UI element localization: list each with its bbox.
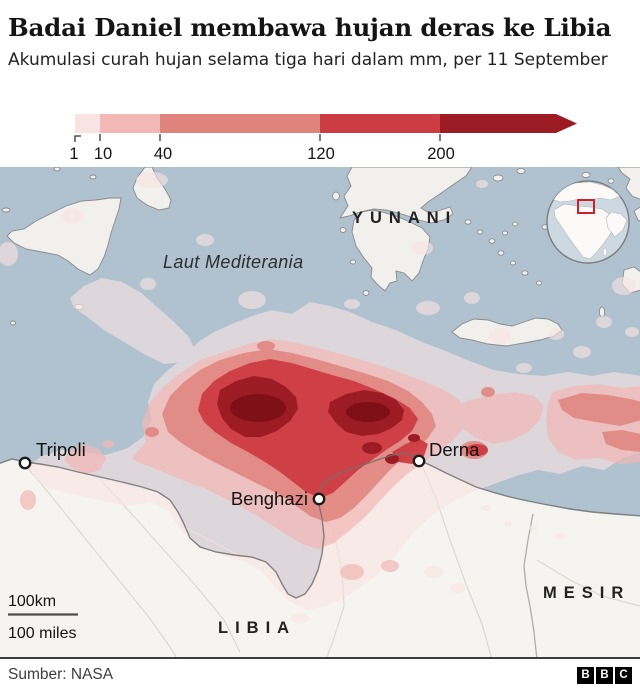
scale-bar: 100km 100 miles [8,593,78,642]
rainfall-color-scale: 1 10 40 120 200 [69,114,577,163]
city-label-tripoli: Tripoli [36,439,86,460]
page-subtitle: Akumulasi curah hujan selama tiga hari d… [8,50,608,71]
turkey-coast [617,167,640,200]
inset-highlight-box [577,199,595,214]
city-label-benghazi: Benghazi [231,488,308,509]
country-label-greece: YUNANI [352,209,457,227]
legend-arrow [556,114,577,133]
bbc-logo: B B C [577,666,632,684]
map-bottom-rule [0,657,640,659]
legend-tick-120: 120 [307,145,335,163]
header: Badai Daniel membawa hujan deras ke Libi… [8,0,632,72]
scale-miles-label: 100 miles [8,625,76,642]
peloponnese [351,209,431,292]
page-title: Badai Daniel membawa hujan deras ke Libi… [8,13,612,42]
legend-tick-1: 1 [69,145,78,163]
map: Laut Mediterania YUNANI LIBIA MESIR Trip… [0,167,640,658]
rain-dark-cores [230,394,390,422]
islands [1,167,640,347]
legend-bar [75,114,577,133]
city-label-derna: Derna [429,439,480,460]
inset-arabia [605,211,628,238]
tripoli-marker [18,456,32,470]
bbc-logo-letter: C [615,666,632,684]
legend-ticks [74,134,441,142]
country-label-egypt: MESIR [543,584,630,602]
footer: Sumber: NASA B B C [0,659,640,691]
rainfall-overlay [0,172,640,623]
city-markers [18,454,426,506]
legend-tick-10: 10 [94,145,112,163]
country-label-libya: LIBIA [218,619,296,637]
bbc-logo-letter: B [577,666,594,684]
scale-km-label: 100km [8,593,56,610]
legend-tick-200: 200 [427,145,455,163]
source-credit: Sumber: NASA [8,666,114,683]
greece-mainland [339,167,473,224]
benghazi-marker [312,492,326,506]
sea-label: Laut Mediterania [163,252,304,272]
bbc-logo-letter: B [596,666,613,684]
locator-globe-inset [546,180,630,264]
sicily [6,197,122,276]
derna-marker [412,454,426,468]
legend-tick-40: 40 [154,145,172,163]
african-coastline [0,452,640,599]
libya-egypt-border [523,513,538,658]
inset-africa [553,203,616,260]
